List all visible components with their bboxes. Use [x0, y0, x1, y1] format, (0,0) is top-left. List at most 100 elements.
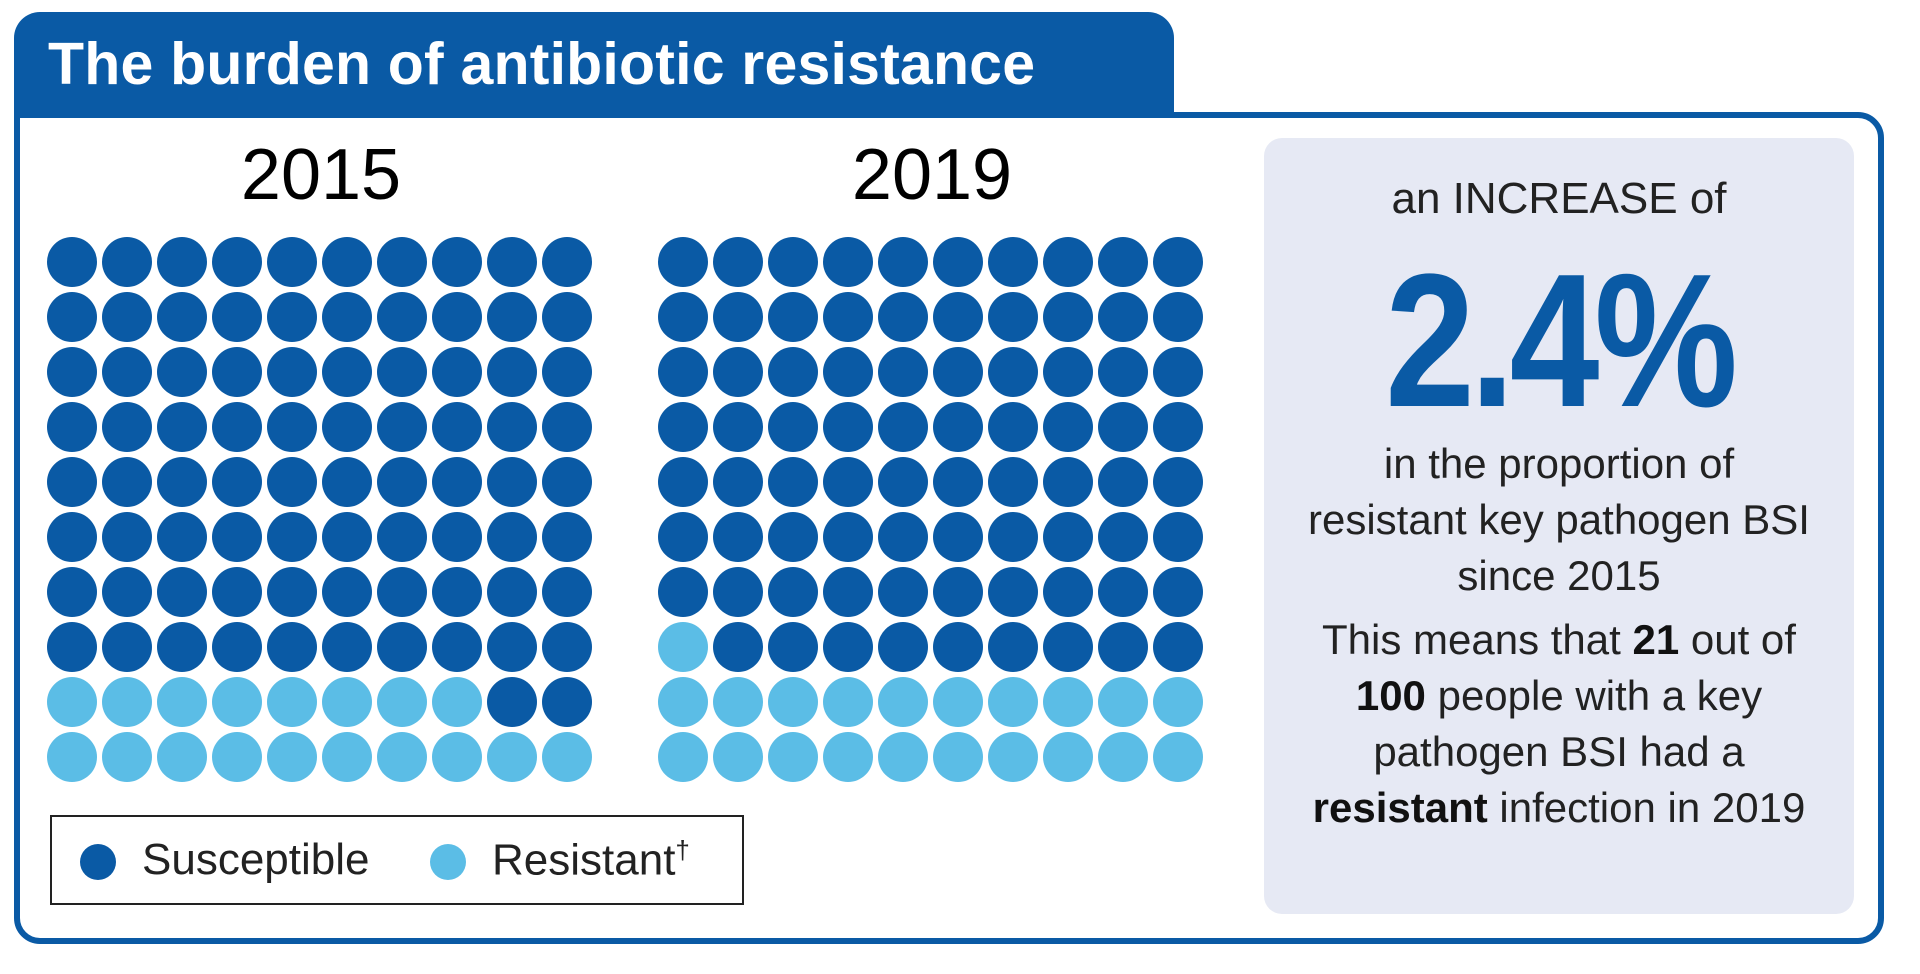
susceptible-dot-2015 [102, 347, 152, 397]
susceptible-dot-2019 [1098, 402, 1148, 452]
susceptible-dot-2015 [102, 567, 152, 617]
legend-susceptible-swatch [80, 844, 116, 880]
susceptible-dot-2015 [212, 347, 262, 397]
susceptible-dot-2019 [878, 292, 928, 342]
resistant-dot-2019 [1043, 732, 1093, 782]
susceptible-dot-2019 [768, 292, 818, 342]
chart-title-2015: 2015 [240, 135, 402, 215]
susceptible-dot-2019 [1153, 457, 1203, 507]
susceptible-dot-2015 [102, 457, 152, 507]
resistant-dot-2019 [823, 677, 873, 727]
susceptible-dot-2019 [768, 347, 818, 397]
resistant-dot-2015 [102, 732, 152, 782]
susceptible-dot-2019 [878, 237, 928, 287]
susceptible-dot-2019 [713, 622, 763, 672]
susceptible-dot-2019 [1098, 457, 1148, 507]
susceptible-dot-2015 [322, 567, 372, 617]
susceptible-dot-2019 [658, 567, 708, 617]
resistant-dot-2019 [933, 677, 983, 727]
susceptible-dot-2019 [933, 347, 983, 397]
susceptible-dot-2015 [212, 512, 262, 562]
susceptible-dot-2015 [487, 457, 537, 507]
susceptible-dot-2015 [47, 237, 97, 287]
meaning-line: This means that 21 out of [1322, 616, 1796, 663]
susceptible-dot-2019 [1153, 512, 1203, 562]
resistant-dot-2019 [1153, 677, 1203, 727]
resistant-dot-2015 [157, 677, 207, 727]
resistant-dot-2019 [768, 732, 818, 782]
susceptible-dot-2019 [823, 237, 873, 287]
resistant-dot-2019 [658, 732, 708, 782]
increase-label: an INCREASE of [1391, 174, 1727, 223]
susceptible-dot-2019 [1153, 622, 1203, 672]
resistant-dot-2019 [658, 622, 708, 672]
susceptible-dot-2019 [1153, 402, 1203, 452]
susceptible-dot-2019 [933, 457, 983, 507]
susceptible-dot-2015 [377, 622, 427, 672]
susceptible-dot-2019 [658, 347, 708, 397]
legend-resistant-swatch [430, 844, 466, 880]
susceptible-dot-2015 [542, 402, 592, 452]
susceptible-dot-2015 [102, 402, 152, 452]
dagger-mark: † [675, 835, 690, 865]
resistant-dot-2019 [878, 677, 928, 727]
susceptible-dot-2019 [1153, 347, 1203, 397]
susceptible-dot-2015 [102, 512, 152, 562]
susceptible-dot-2015 [102, 292, 152, 342]
resistant-dot-2015 [267, 732, 317, 782]
susceptible-dot-2019 [988, 512, 1038, 562]
susceptible-dot-2015 [267, 347, 317, 397]
susceptible-dot-2019 [1043, 402, 1093, 452]
resistant-dot-2019 [713, 732, 763, 782]
susceptible-dot-2015 [322, 237, 372, 287]
legend-susceptible-label: Susceptible [142, 835, 370, 884]
susceptible-dot-2015 [157, 347, 207, 397]
susceptible-dot-2019 [878, 402, 928, 452]
susceptible-dot-2019 [768, 512, 818, 562]
susceptible-dot-2019 [713, 457, 763, 507]
susceptible-dot-2019 [988, 347, 1038, 397]
susceptible-dot-2015 [212, 237, 262, 287]
susceptible-dot-2015 [267, 622, 317, 672]
susceptible-dot-2015 [542, 237, 592, 287]
resistant-dot-2015 [377, 677, 427, 727]
susceptible-dot-2015 [377, 347, 427, 397]
susceptible-dot-2019 [1043, 457, 1093, 507]
susceptible-dot-2015 [432, 347, 482, 397]
susceptible-dot-2015 [267, 402, 317, 452]
resistant-dot-2015 [47, 677, 97, 727]
susceptible-dot-2015 [487, 237, 537, 287]
susceptible-dot-2015 [157, 237, 207, 287]
susceptible-dot-2019 [768, 457, 818, 507]
susceptible-dot-2019 [878, 457, 928, 507]
susceptible-dot-2015 [47, 512, 97, 562]
resistant-dot-2015 [102, 677, 152, 727]
proportion-line: resistant key pathogen BSI [1308, 496, 1810, 543]
resistant-dot-2019 [933, 732, 983, 782]
resistant-dot-2015 [212, 732, 262, 782]
susceptible-dot-2019 [878, 567, 928, 617]
susceptible-dot-2015 [487, 567, 537, 617]
susceptible-dot-2015 [47, 347, 97, 397]
susceptible-dot-2015 [377, 237, 427, 287]
susceptible-dot-2015 [487, 347, 537, 397]
susceptible-dot-2015 [212, 292, 262, 342]
susceptible-dot-2015 [322, 402, 372, 452]
susceptible-dot-2019 [988, 402, 1038, 452]
susceptible-dot-2019 [713, 237, 763, 287]
susceptible-dot-2019 [713, 347, 763, 397]
susceptible-dot-2019 [1098, 622, 1148, 672]
susceptible-dot-2019 [1043, 347, 1093, 397]
susceptible-dot-2015 [432, 402, 482, 452]
susceptible-dot-2015 [267, 292, 317, 342]
susceptible-dot-2015 [432, 622, 482, 672]
susceptible-dot-2019 [933, 567, 983, 617]
susceptible-dot-2015 [487, 292, 537, 342]
susceptible-dot-2019 [823, 402, 873, 452]
susceptible-dot-2019 [768, 622, 818, 672]
resistant-dot-2019 [988, 732, 1038, 782]
susceptible-dot-2019 [933, 622, 983, 672]
susceptible-dot-2019 [933, 512, 983, 562]
resistant-dot-2019 [713, 677, 763, 727]
meaning-line: 100 people with a key [1355, 672, 1763, 719]
